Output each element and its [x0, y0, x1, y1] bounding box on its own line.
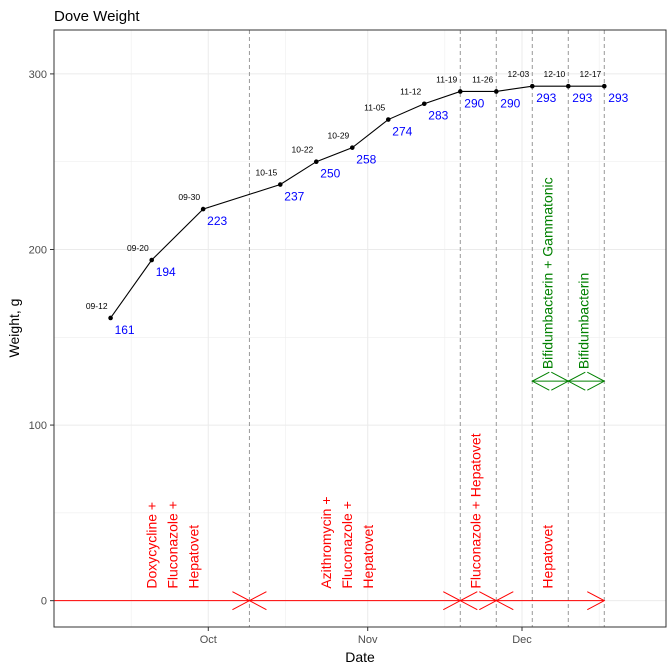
point-date-label: 11-05 — [364, 103, 385, 113]
weight-point — [200, 206, 206, 212]
point-value-label: 293 — [536, 91, 556, 105]
x-tick-label: Dec — [512, 634, 532, 646]
treatment-label: Bifidumbacterin + Gammatonic — [540, 177, 556, 369]
point-date-label: 12-17 — [580, 69, 602, 79]
point-value-label: 223 — [207, 214, 227, 228]
y-axis-title: Weight, g — [6, 299, 22, 358]
weight-series — [108, 83, 607, 321]
point-labels: 09-12 161 09-20 194 09-30 223 10-15 237 10-22 250… — [86, 69, 629, 337]
axes: 0 100 200 300 Oct Nov Dec — [29, 69, 533, 646]
point-date-label: 09-12 — [86, 301, 108, 311]
point-date-label: 12-10 — [544, 69, 566, 79]
x-tick-label: Oct — [200, 634, 217, 646]
point-value-label: 283 — [428, 109, 448, 123]
weight-point — [349, 145, 355, 150]
point-value-label: 274 — [392, 125, 412, 139]
weight-point — [421, 101, 427, 107]
weight-point — [457, 89, 463, 94]
plot-panel-border — [53, 29, 667, 628]
point-value-label: 161 — [115, 323, 135, 337]
x-axis-title: Date — [345, 649, 375, 665]
treatment-label: Fluconazole + — [339, 501, 355, 589]
weight-point — [565, 83, 571, 89]
treatment-annotations: Doxycycline + Fluconazole + Hepatovet Azith… — [54, 177, 606, 611]
point-value-label: 290 — [464, 96, 484, 110]
weight-point — [601, 83, 607, 89]
treatment-label: Hepatovet — [185, 525, 201, 589]
treatment-arrow-start — [495, 591, 514, 611]
treatment-arrow-start — [567, 371, 586, 391]
weight-point — [529, 83, 535, 89]
point-date-label: 11-12 — [400, 87, 421, 97]
point-date-label: 11-19 — [436, 74, 457, 84]
treatment-label: Hepatovet — [540, 525, 556, 589]
point-date-label: 10-22 — [292, 145, 314, 155]
weight-point — [149, 257, 155, 263]
point-date-label: 11-26 — [472, 74, 493, 84]
y-tick-label: 100 — [29, 420, 47, 432]
y-tick-label: 0 — [41, 596, 47, 608]
treatment-label: Fluconazole + Hepatovet — [468, 433, 484, 588]
treatment-arrow-end — [587, 371, 606, 391]
treatment-label: Azithromycin + — [318, 496, 334, 588]
treatment-arrow-end — [587, 591, 606, 611]
point-value-label: 250 — [320, 167, 340, 181]
weight-point — [277, 182, 283, 187]
treatment-change-lines — [248, 30, 605, 627]
grid — [54, 30, 666, 627]
treatment-label: Bifidumbacterin — [576, 273, 592, 370]
treatment-label: Hepatovet — [360, 525, 376, 589]
treatment-arrow-start — [459, 591, 478, 611]
point-date-label: 10-29 — [328, 131, 350, 141]
point-value-label: 293 — [572, 91, 592, 105]
point-date-label: 09-30 — [178, 192, 200, 202]
y-tick-label: 200 — [29, 244, 47, 256]
weight-point — [108, 315, 113, 321]
point-value-label: 293 — [608, 91, 628, 105]
point-date-label: 10-15 — [256, 168, 278, 178]
point-value-label: 290 — [500, 96, 520, 110]
point-date-label: 09-20 — [127, 243, 149, 253]
point-value-label: 237 — [284, 190, 304, 204]
weight-point — [385, 117, 391, 122]
weight-point — [313, 159, 319, 164]
treatment-label: Doxycycline + — [143, 502, 159, 589]
treatment-arrow-start — [531, 371, 550, 391]
point-value-label: 194 — [156, 265, 176, 279]
treatment-label: Fluconazole + — [164, 501, 180, 589]
point-date-label: 12-03 — [508, 69, 530, 79]
y-tick-label: 300 — [29, 69, 47, 81]
point-value-label: 258 — [356, 153, 376, 167]
chart-title: Dove Weight — [54, 8, 140, 25]
treatment-arrow-start — [248, 591, 267, 611]
weight-point — [493, 89, 499, 94]
x-tick-label: Nov — [358, 634, 378, 646]
